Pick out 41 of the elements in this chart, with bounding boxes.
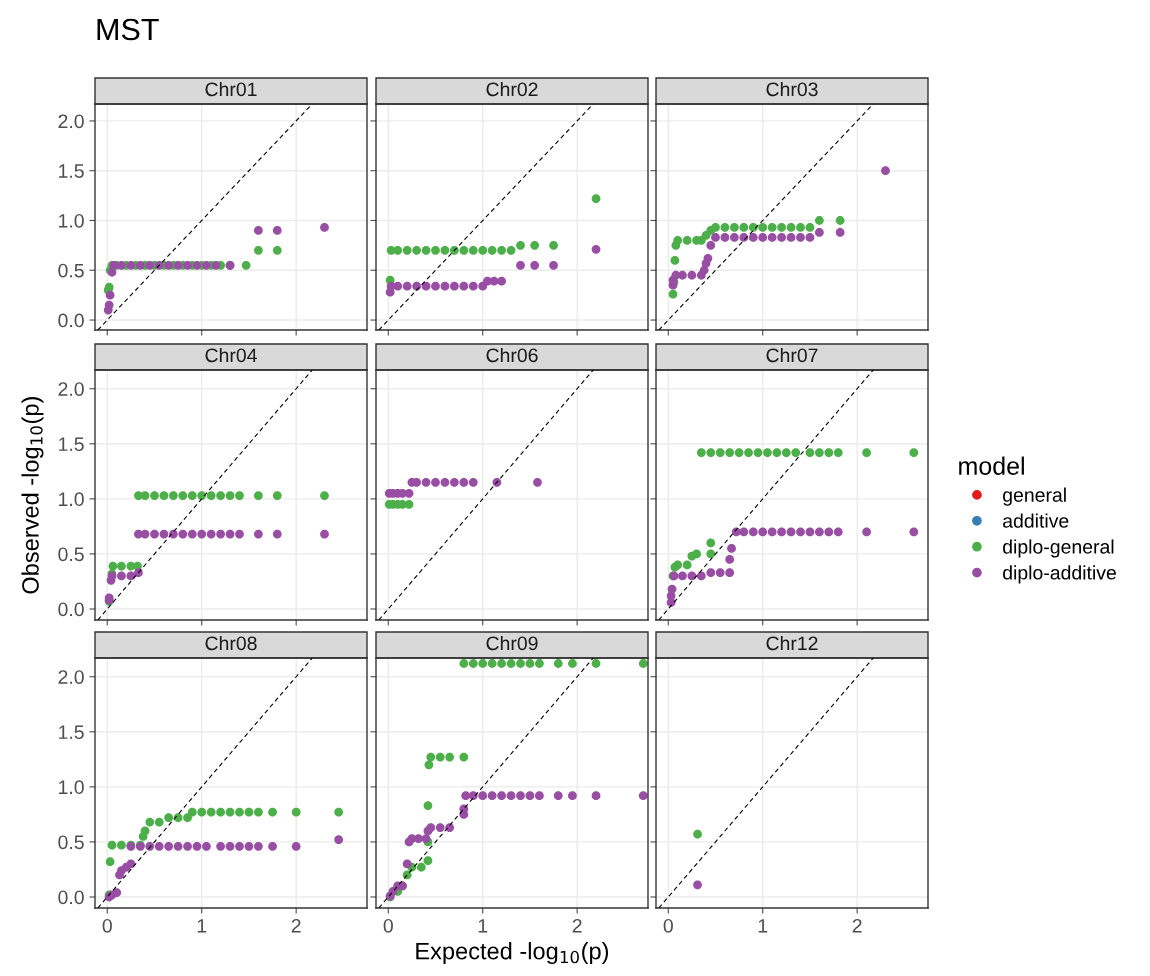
x-tick-label: 1 [758, 919, 768, 933]
chart-subtitle: Chr06 [486, 347, 538, 363]
chart-subtitle: Chr12 [766, 635, 818, 651]
chart-title: MST [97, 18, 159, 41]
y-tick-label: 2.0 [58, 114, 84, 129]
chart-subtitle: Chr01 [205, 81, 257, 97]
y-axis-title: Observed -log$_{10}$(p) [21, 397, 44, 594]
y-tick-label: 0.5 [58, 263, 84, 278]
chart-subtitle: Chr04 [205, 347, 257, 363]
chart-subtitle: Chr09 [486, 635, 538, 651]
y-tick-label: 1.5 [59, 164, 84, 178]
legend-title: model [959, 456, 1024, 475]
chart-subtitle: Chr03 [766, 81, 818, 97]
y-tick-label: 1.0 [59, 780, 84, 795]
y-tick-label: 0.5 [58, 835, 84, 850]
y-tick-label: 0.5 [58, 547, 84, 562]
x-tick-label: 1 [478, 919, 488, 933]
y-tick-label: 1.5 [59, 725, 84, 740]
y-tick-label: 0.0 [58, 602, 84, 617]
y-tick-label: 1.0 [59, 213, 84, 228]
x-tick-label: 2 [572, 918, 582, 933]
legend-label: additive [1003, 513, 1069, 528]
x-tick-label: 2 [291, 918, 301, 933]
x-tick-label: 2 [852, 918, 862, 933]
y-tick-label: 1.5 [59, 437, 84, 452]
y-tick-label: 2.0 [58, 382, 84, 396]
chart-subtitle: Chr02 [486, 81, 538, 97]
chart-subtitle: Chr07 [766, 347, 818, 363]
x-tick-label: 0 [663, 918, 673, 933]
x-axis-title: Expected -log$_{10}$(p) [416, 942, 609, 965]
x-tick-label: 0 [383, 918, 393, 933]
y-tick-label: 0.0 [58, 313, 84, 328]
x-tick-label: 0 [102, 918, 112, 933]
legend-label: diplo-general [1003, 539, 1114, 558]
y-tick-label: 2.0 [58, 670, 84, 684]
legend-label: diplo-additive [1003, 565, 1116, 584]
y-tick-label: 0.0 [58, 890, 84, 905]
legend-label: general [1003, 487, 1066, 506]
chart-subtitle: Chr08 [205, 635, 257, 651]
x-tick-label: 1 [197, 919, 207, 933]
y-tick-label: 1.0 [59, 492, 84, 507]
